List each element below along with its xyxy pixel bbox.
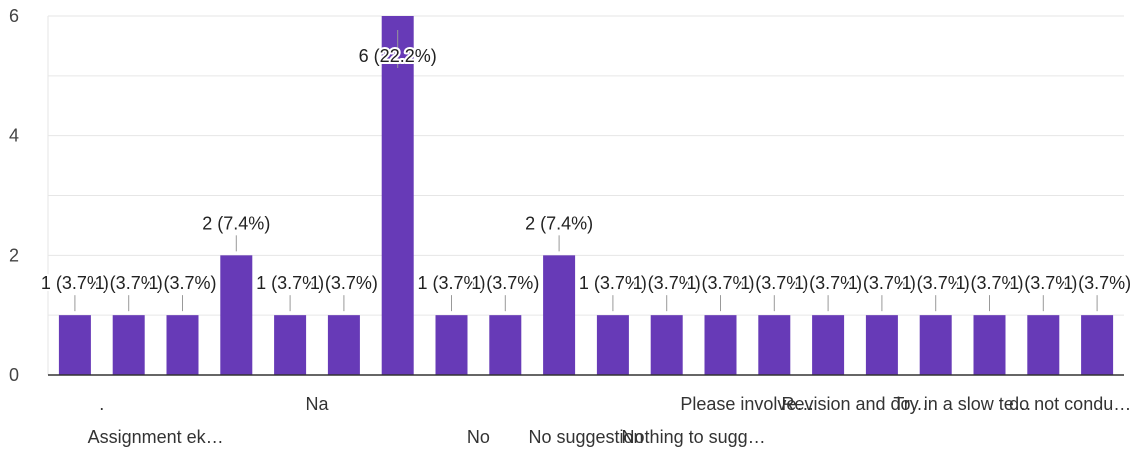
category-label: No [467, 427, 490, 447]
data-label: 1 (3.7%) [41, 273, 109, 293]
category-label: . [99, 394, 104, 414]
data-label: 6 (22.2%) [359, 46, 437, 66]
category-labels: . Assignment ek… Na No No suggestionNothing … [88, 394, 1132, 447]
bar [1027, 315, 1060, 375]
data-label: 1 (3.7%) [686, 273, 754, 293]
y-tick-label: 0 [9, 365, 19, 385]
bar [1081, 315, 1114, 375]
bar [596, 315, 629, 375]
bar [704, 315, 737, 375]
bar [327, 315, 360, 375]
data-label: 2 (7.4%) [202, 213, 270, 233]
data-label: 1 (3.7%) [579, 273, 647, 293]
bar [381, 16, 414, 375]
bar [919, 315, 952, 375]
bar [220, 255, 253, 375]
category-label: do not condu… [1009, 394, 1131, 414]
data-label: 1 (3.7%) [1009, 273, 1077, 293]
data-label: 1 (3.7%) [148, 273, 216, 293]
bar [58, 315, 91, 375]
bar [435, 315, 468, 375]
data-label: 1 (3.7%) [256, 273, 324, 293]
y-tick-label: 2 [9, 245, 19, 265]
data-label: 1 (3.7%) [1063, 273, 1131, 293]
bar [166, 315, 199, 375]
data-labels: 1 (3.7%)1 (3.7%)1 (3.7%)2 (7.4%)1 (3.7%)… [39, 30, 1133, 312]
category-label: Revision and do… [781, 394, 928, 414]
category-label: Na [305, 394, 329, 414]
bar [489, 315, 522, 375]
data-label: 1 (3.7%) [955, 273, 1023, 293]
bar [543, 255, 576, 375]
bar [865, 315, 898, 375]
gridlines [47, 15, 1124, 375]
y-tick-labels: 0 2 4 6 [9, 6, 19, 385]
category-label: Nothing to sugg… [622, 427, 766, 447]
bars [58, 16, 1114, 375]
bar [274, 315, 307, 375]
data-label: 1 (3.7%) [633, 273, 701, 293]
bar [650, 315, 683, 375]
data-label: 1 (3.7%) [902, 273, 970, 293]
data-label: 1 (3.7%) [794, 273, 862, 293]
category-label: Try in a slow te… [893, 394, 1031, 414]
category-label: No suggestion [528, 427, 643, 447]
data-label: 1 (3.7%) [848, 273, 916, 293]
data-label: 2 (7.4%) [525, 213, 593, 233]
category-label: Assignment ek… [88, 427, 224, 447]
data-label: 1 (3.7%) [95, 273, 163, 293]
y-tick-label: 4 [9, 126, 19, 146]
y-tick-label: 6 [9, 6, 19, 26]
data-label: 1 (3.7%) [471, 273, 539, 293]
category-label: Please involve… [680, 394, 814, 414]
bar [812, 315, 845, 375]
bar [758, 315, 791, 375]
data-label: 1 (3.7%) [310, 273, 378, 293]
data-label: 1 (3.7%) [740, 273, 808, 293]
bar [973, 315, 1006, 375]
bar [112, 315, 145, 375]
data-label: 1 (3.7%) [417, 273, 485, 293]
